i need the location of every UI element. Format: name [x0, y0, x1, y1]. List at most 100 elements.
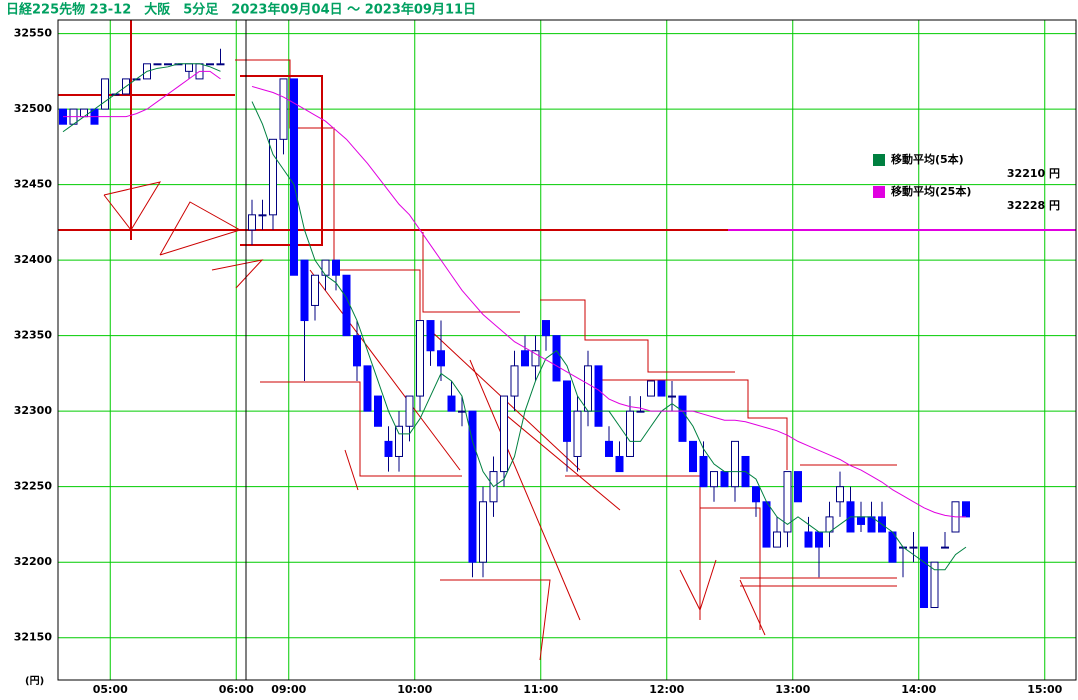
- drawing-shape: [260, 381, 462, 477]
- candle-body: [521, 350, 529, 367]
- drawing-shape: [422, 232, 520, 313]
- legend-swatch: [873, 186, 885, 198]
- y-tick-label: 32350: [14, 329, 53, 342]
- candle-body: [647, 380, 655, 397]
- drawing-shape: [211, 259, 264, 289]
- x-tick-label: 13:00: [775, 683, 810, 696]
- candle-body: [731, 440, 739, 488]
- chart-title: 日経225先物 23-12 大阪 5分足 2023年09月04日 ～ 2023年…: [6, 2, 476, 18]
- candle-body: [353, 335, 361, 367]
- y-tick-label: 32150: [14, 631, 53, 644]
- candle-body: [248, 214, 256, 231]
- drawing-line: [309, 269, 461, 471]
- y-tick-label: 32550: [14, 27, 53, 40]
- candle-body: [689, 440, 697, 473]
- candle-body: [437, 350, 445, 367]
- candle-body: [615, 455, 624, 473]
- drawing-shape: [159, 201, 242, 256]
- candle-body: [311, 274, 319, 306]
- y-unit-label: (円): [25, 675, 44, 687]
- candle-body: [510, 365, 519, 397]
- candle-body: [332, 259, 340, 276]
- candle-body: [794, 471, 802, 503]
- candle-body: [101, 78, 109, 110]
- drawing-shape: [700, 507, 761, 630]
- y-tick-label: 32500: [14, 102, 53, 115]
- candle-body: [531, 350, 540, 367]
- drawing-shape: [540, 299, 735, 373]
- x-tick-label: 10:00: [397, 683, 432, 696]
- candle-body: [930, 561, 939, 609]
- candle-body: [290, 78, 298, 276]
- candle-body: [783, 471, 792, 533]
- candle-body: [941, 546, 949, 549]
- candle-body: [458, 410, 466, 413]
- candle-body: [720, 471, 729, 488]
- candle-body: [374, 395, 382, 427]
- candle-body: [321, 259, 330, 276]
- candle-body: [206, 63, 214, 66]
- candle-body: [542, 320, 550, 337]
- y-tick-label: 32300: [14, 404, 53, 417]
- candle-body: [500, 395, 508, 473]
- grid: [58, 20, 1076, 680]
- y-tick-label: 32400: [14, 253, 53, 266]
- candle-body: [258, 214, 267, 217]
- candle-body: [815, 531, 823, 548]
- drawing-shape: [440, 579, 551, 661]
- x-tick-label: 12:00: [649, 683, 684, 696]
- candle-body: [416, 320, 424, 397]
- candle-body: [657, 380, 666, 397]
- legend-value: 32228 円: [1007, 199, 1060, 212]
- candle-body: [752, 486, 760, 503]
- candle-body: [216, 63, 225, 66]
- drawing-shape: [103, 181, 162, 231]
- x-tick-label: 15:00: [1027, 683, 1062, 696]
- candle-body: [626, 410, 634, 457]
- candle-body: [762, 501, 771, 548]
- legend-label: 移動平均(5本): [891, 152, 964, 166]
- x-tick-label: 14:00: [901, 683, 936, 696]
- candle-body: [153, 63, 162, 66]
- candle-body: [447, 395, 456, 412]
- candle-body: [888, 531, 897, 563]
- candle-body: [80, 108, 88, 118]
- candle-body: [363, 365, 372, 412]
- drawing-line: [739, 579, 766, 636]
- drawing-shape: [679, 559, 717, 612]
- candle-body: [962, 501, 970, 518]
- candle-body: [426, 320, 435, 352]
- drawing-shape: [240, 75, 323, 246]
- candle-body: [678, 395, 687, 442]
- candle-body: [563, 380, 571, 442]
- drawing-line: [499, 409, 621, 511]
- legend-value: 32210 円: [1007, 167, 1060, 180]
- y-tick-label: 32250: [14, 480, 53, 493]
- candle-body: [342, 274, 351, 337]
- drawing-line: [344, 449, 359, 491]
- candle-body: [636, 410, 645, 413]
- candle-body: [836, 486, 844, 503]
- candle-body: [584, 365, 592, 412]
- candle-body: [920, 546, 928, 609]
- candle-body: [185, 63, 193, 72]
- ma-line: [63, 70, 966, 518]
- candle-body: [405, 395, 414, 427]
- ma-line: [62, 63, 967, 571]
- candle-body: [605, 440, 613, 457]
- candle-body: [479, 501, 487, 563]
- candle-body: [710, 471, 718, 488]
- candle-body: [594, 365, 603, 427]
- candle-body: [384, 440, 393, 457]
- legend-swatch: [873, 154, 885, 166]
- candle-body: [279, 78, 288, 140]
- candle-body: [699, 455, 708, 488]
- candle-body: [804, 531, 813, 548]
- candle-body: [164, 63, 172, 66]
- candle-body: [468, 410, 477, 563]
- candle-body: [552, 335, 561, 382]
- x-tick-label: 09:00: [271, 683, 306, 696]
- drawing-line: [469, 359, 581, 621]
